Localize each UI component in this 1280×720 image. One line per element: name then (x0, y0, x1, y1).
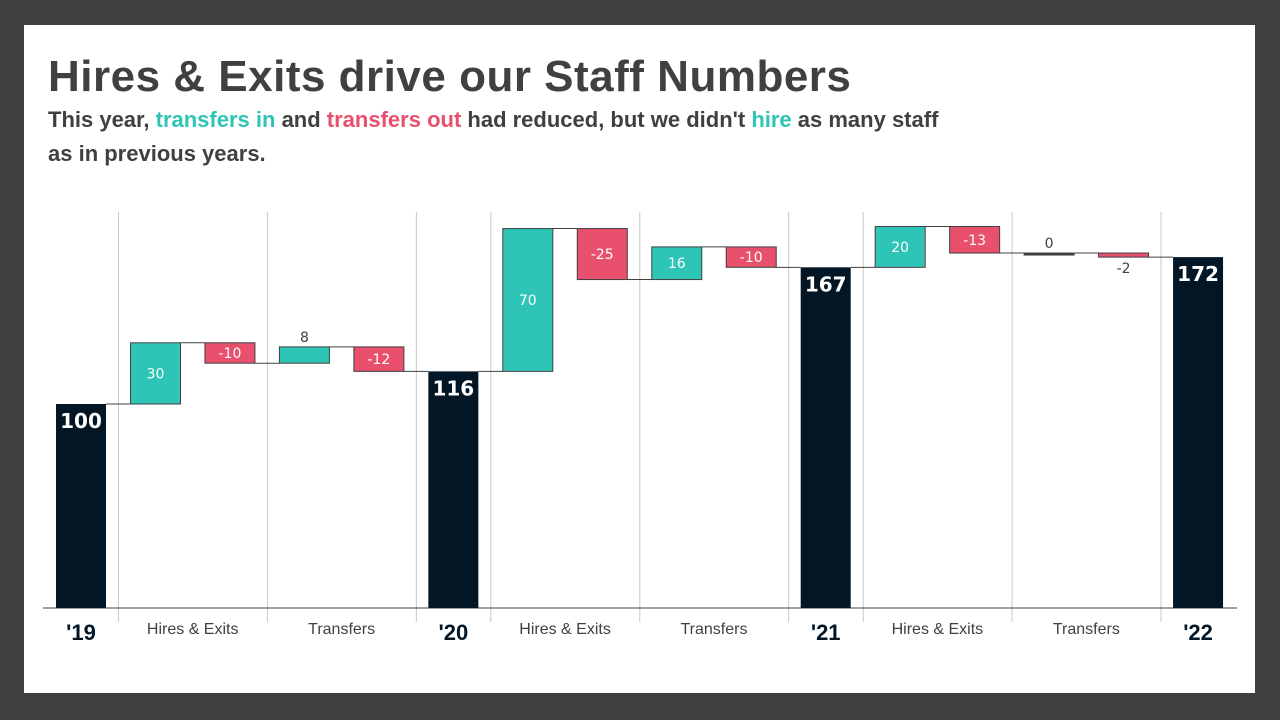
data-label: 0 (1045, 236, 1054, 252)
waterfall-bar (949, 226, 1001, 254)
data-label: -2 (1117, 261, 1131, 277)
data-label: 70 (519, 293, 537, 309)
data-label: 20 (891, 240, 909, 256)
subtitle-text: and (275, 107, 327, 132)
data-label: 100 (60, 409, 102, 433)
category-label: '19 (66, 620, 96, 645)
category-label: Hires & Exits (519, 621, 611, 638)
data-label: 172 (1177, 262, 1219, 286)
waterfall-bar (874, 226, 926, 268)
chart-subtitle: This year, transfers in and transfers ou… (48, 103, 948, 171)
data-label: -10 (740, 250, 763, 266)
data-label: -12 (367, 352, 390, 368)
category-label: '21 (811, 620, 841, 645)
subtitle-highlight-transfers-out: transfers out (326, 107, 462, 132)
category-label: '20 (438, 620, 468, 645)
data-label: 30 (147, 366, 165, 382)
category-label: Transfers (681, 621, 748, 638)
subtitle-text: had reduced, but we didn't (461, 107, 752, 132)
subtitle-text: as many staff as in previous years. (48, 107, 939, 166)
category-label: Hires & Exits (892, 621, 984, 638)
waterfall-bar (204, 342, 256, 364)
waterfall-bar (502, 228, 554, 372)
waterfall-bar (1173, 257, 1224, 608)
data-label: 167 (805, 272, 847, 296)
waterfall-bar (56, 404, 106, 608)
waterfall-bar (1023, 252, 1075, 256)
data-label: 8 (300, 330, 309, 346)
waterfall-bar (428, 371, 479, 608)
data-label: -10 (219, 346, 242, 362)
waterfall-bar (1098, 252, 1150, 258)
waterfall-bar (129, 342, 181, 405)
subtitle-highlight-transfers-in: transfers in (155, 107, 276, 132)
waterfall-bar (725, 246, 777, 268)
waterfall-bar (576, 228, 628, 281)
chart-title: Hires & Exits drive our Staff Numbers (48, 52, 852, 101)
data-label: 116 (432, 376, 474, 400)
category-label: Hires & Exits (147, 621, 239, 638)
waterfall-bar (800, 267, 851, 608)
data-label: -25 (591, 247, 614, 263)
subtitle-text: This year, (48, 107, 156, 132)
waterfall-bar (353, 346, 405, 372)
waterfall-bar (651, 246, 703, 281)
data-label: 16 (668, 256, 686, 272)
category-label: Transfers (308, 621, 375, 638)
subtitle-highlight-hire: hire (751, 107, 792, 132)
data-label: -13 (963, 233, 986, 249)
category-label: '22 (1183, 620, 1213, 645)
waterfall-bar (278, 346, 330, 364)
category-label: Transfers (1053, 621, 1120, 638)
